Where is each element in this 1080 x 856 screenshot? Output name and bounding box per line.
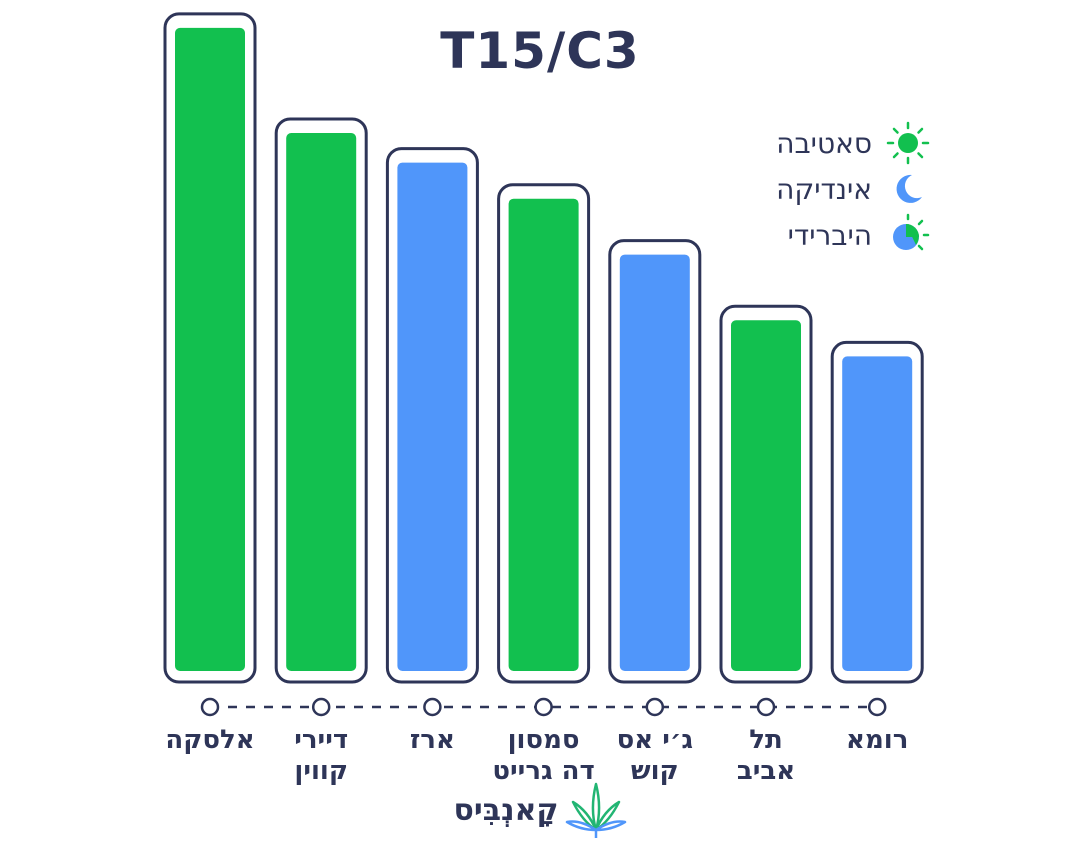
x-tick-label: סמסון bbox=[508, 725, 580, 755]
bar bbox=[175, 27, 245, 672]
x-tick-label: ג׳י אס bbox=[617, 725, 693, 755]
brand-name: קָאנְבִּיס bbox=[453, 792, 559, 828]
x-tick-label: אביב bbox=[737, 756, 795, 786]
legend-item-indica: אינדיקה bbox=[700, 166, 930, 212]
x-tick-marker bbox=[534, 697, 553, 717]
sun-icon bbox=[886, 121, 930, 165]
x-tick-label: אלסקה bbox=[165, 725, 254, 755]
x-tick-marker bbox=[423, 697, 442, 717]
x-tick-marker bbox=[311, 697, 331, 717]
legend-label-indica: אינדיקה bbox=[776, 172, 872, 206]
legend: סאטיבה אינדיקה היברידי bbox=[700, 120, 930, 258]
bar bbox=[286, 133, 357, 671]
half-sun-moon-icon bbox=[893, 213, 930, 251]
bar bbox=[397, 162, 468, 672]
x-tick-label: דה גרייט bbox=[492, 756, 594, 786]
bar bbox=[619, 254, 690, 672]
legend-item-sativa: סאטיבה bbox=[700, 120, 930, 166]
bar bbox=[508, 198, 579, 671]
x-tick-marker bbox=[645, 697, 665, 717]
moon-icon bbox=[896, 174, 922, 203]
x-tick-label: דיירי bbox=[294, 725, 348, 755]
legend-label-hybrid: היברידי bbox=[787, 218, 872, 252]
brand-logo: קָאנְבִּיס bbox=[440, 780, 640, 840]
legend-item-hybrid: היברידי bbox=[700, 212, 930, 258]
x-tick-marker bbox=[200, 697, 220, 717]
bar bbox=[731, 320, 801, 671]
cannabis-leaf-icon bbox=[565, 782, 626, 838]
x-tick-label: תל bbox=[749, 725, 783, 755]
x-tick-label: קווין bbox=[294, 756, 348, 786]
chart-title: T15/C3 bbox=[440, 22, 640, 80]
bar bbox=[842, 356, 913, 671]
x-tick-label: ארז bbox=[410, 725, 455, 755]
x-tick-label: רומא bbox=[846, 725, 908, 755]
legend-label-sativa: סאטיבה bbox=[776, 126, 872, 160]
x-tick-label: קוש bbox=[631, 756, 679, 786]
x-tick-marker bbox=[867, 697, 887, 717]
x-tick-marker bbox=[756, 697, 776, 717]
